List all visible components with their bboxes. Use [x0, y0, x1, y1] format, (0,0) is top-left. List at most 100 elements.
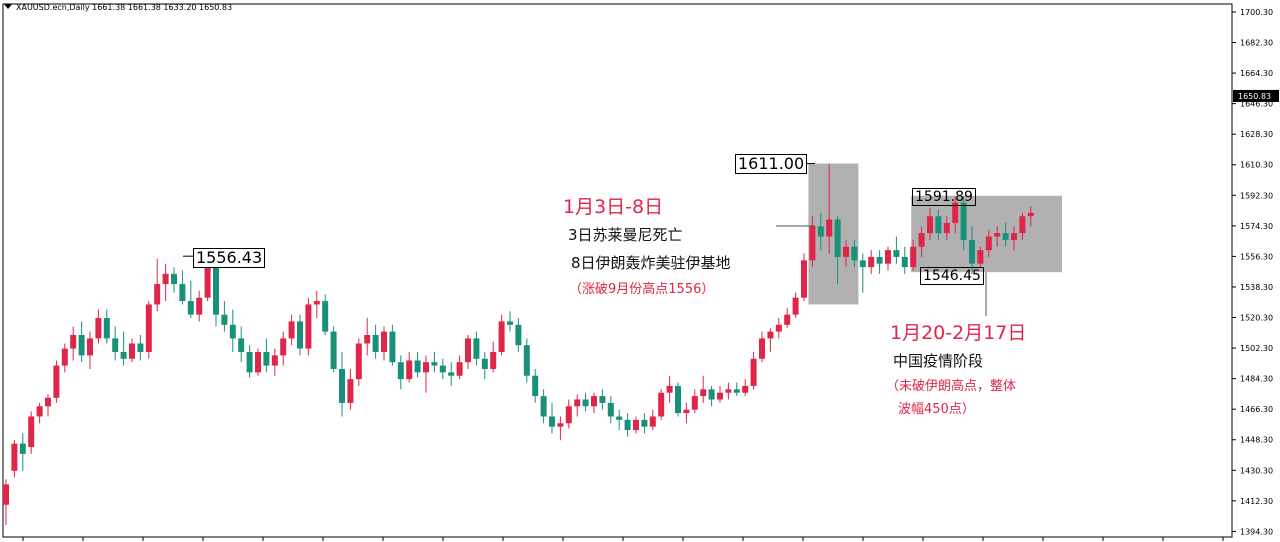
candle-body: [154, 284, 161, 305]
candle-body: [607, 402, 614, 417]
candle-body: [523, 345, 530, 376]
annotation-range-450: 波幅450点）: [898, 402, 975, 417]
candle-body: [187, 301, 194, 315]
candle-body: [238, 338, 245, 352]
candle-body: [355, 343, 362, 380]
candle-body: [364, 335, 371, 344]
candle-body: [339, 368, 345, 403]
candle-body: [910, 246, 917, 268]
candle-body: [633, 419, 639, 431]
candle-body: [473, 338, 480, 359]
candle-body: [691, 396, 698, 410]
candle-body: [87, 338, 93, 356]
candle-body: [1002, 233, 1009, 240]
candle-body: [263, 351, 270, 366]
y-tick-label: 1412.30: [1240, 497, 1273, 506]
candle-body: [313, 301, 320, 305]
candle-body: [649, 416, 656, 427]
candle-body: [196, 297, 203, 315]
candle-body: [666, 385, 673, 393]
candle-body: [498, 321, 505, 352]
candle-body: [960, 202, 967, 240]
candle-body: [859, 260, 866, 268]
candle-body: [28, 416, 35, 448]
candle-body: [817, 226, 824, 237]
candle-body: [675, 385, 681, 414]
candle-body: [876, 256, 883, 264]
candle-body: [179, 284, 186, 302]
candle-body: [456, 362, 463, 376]
candle-body: [36, 406, 43, 417]
y-tick-label: 1520.30: [1240, 314, 1273, 323]
candle-body: [229, 324, 236, 339]
candle-body: [439, 365, 446, 373]
candle-body: [330, 331, 337, 369]
candle-body: [414, 360, 421, 373]
candle-body: [78, 335, 85, 356]
candle-body: [549, 416, 555, 427]
candle-body: [775, 324, 782, 332]
candle-body: [448, 372, 455, 376]
plot-frame: [2, 3, 1233, 538]
candle-body: [3, 484, 9, 505]
candle-body: [733, 389, 740, 393]
highlight-box-jan3-8: [808, 163, 859, 305]
price-label-1556-43: 1556.43: [193, 248, 266, 268]
dropdown-triangle-icon[interactable]: [4, 4, 12, 9]
candle-body: [750, 358, 757, 386]
candle-body: [70, 335, 77, 349]
candle-body: [45, 397, 51, 407]
candle-body: [280, 338, 287, 356]
y-tick-label: 1574.30: [1240, 222, 1273, 231]
candle-body: [431, 362, 438, 366]
candle-body: [137, 343, 144, 352]
candle-body: [591, 396, 597, 407]
candle-body: [95, 318, 102, 339]
candle-body: [129, 343, 135, 359]
candle-body: [767, 331, 774, 339]
candle-body: [423, 362, 429, 373]
candle-body: [977, 250, 984, 264]
y-tick-label: 1592.30: [1240, 191, 1273, 200]
annotation-jan20-feb17-title: 1月20-2月17日: [890, 322, 1027, 344]
candle-body: [582, 399, 589, 407]
symbol-ohlc-line: XAUUSD.ecn,Daily 1661.38 1661.38 1633.20…: [16, 3, 233, 12]
candle-body: [389, 331, 396, 363]
candle-body: [801, 260, 807, 298]
price-label-1591-89: 1591.89: [912, 188, 976, 206]
candle-body: [53, 365, 60, 398]
price-label-1546-45: 1546.45: [920, 267, 984, 285]
candle-body: [658, 392, 665, 417]
candle-body: [918, 233, 925, 247]
candle-body: [11, 443, 18, 471]
candle-body: [297, 321, 303, 349]
candle-body: [624, 419, 631, 431]
candle-body: [221, 314, 228, 325]
y-tick-label: 1664.30: [1240, 69, 1273, 78]
candle-body: [834, 219, 841, 257]
candle-body: [288, 321, 295, 339]
candle-body: [641, 419, 648, 427]
candle-body: [490, 351, 497, 369]
candle-body: [322, 301, 329, 332]
candle-body: [742, 385, 749, 393]
candle-body: [927, 216, 933, 234]
candle-body: [204, 267, 211, 298]
y-tick-label: 1682.30: [1240, 39, 1273, 48]
candle-body: [347, 379, 354, 403]
candle-body: [717, 392, 723, 400]
candle-body: [557, 423, 564, 427]
candle-body: [112, 338, 119, 352]
candle-body: [574, 399, 581, 407]
candle-body: [901, 256, 908, 268]
annotation-jan3-8-title: 1月3日-8日: [563, 196, 664, 218]
candle-body: [481, 358, 488, 369]
candle-body: [532, 375, 539, 397]
candle-body: [843, 246, 849, 257]
candle-body: [994, 233, 1001, 237]
candle-body: [868, 256, 875, 268]
candle-body: [103, 318, 110, 339]
candle-body: [406, 360, 413, 380]
candle-body: [271, 355, 278, 366]
